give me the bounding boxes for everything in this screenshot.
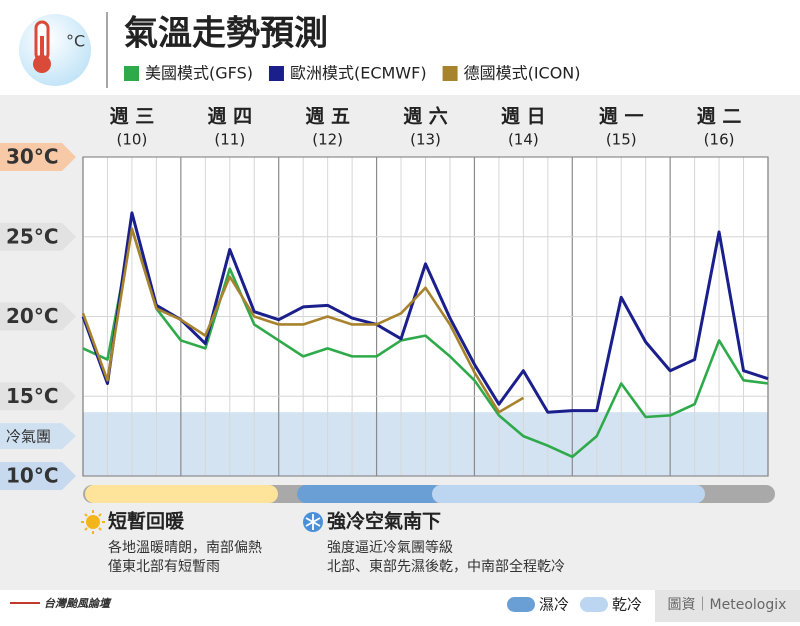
brand: 台灣颱風論壇 [44,597,112,610]
cold-band-tag [0,423,76,450]
day-name: 週 六 [403,105,448,128]
day-date: (16) [704,131,735,149]
legend-label: 德國模式(ICON) [464,64,581,83]
day-name: 週 日 [501,106,546,128]
legend-swatch [507,597,535,612]
series-line [82,227,769,459]
day-date: (15) [606,131,637,149]
day-name: 週 一 [599,106,644,128]
y-tick-tag [0,302,76,331]
source-box [655,590,800,622]
series-line [81,227,525,414]
day-name: 週 四 [207,106,252,128]
legend-label: 濕冷 [539,596,569,614]
y-tick-tag [0,382,76,411]
legend: 美國模式(GFS) 歐洲模式(ECMWF) 德國模式(ICON) [124,64,581,83]
day-date: (14) [508,131,539,149]
legend-label: 美國模式(GFS) [145,64,253,83]
legend-swatch [580,597,608,612]
legend-swatch [442,66,458,81]
legend-swatch [124,66,139,81]
sun-icon [81,510,105,534]
day-name: 週 三 [110,106,155,128]
svg-text:°C: °C [66,32,85,51]
legend-swatch [268,66,284,81]
note-heading: 短暫回暖 [108,510,185,533]
note-line: 各地溫暖晴朗，南部偏熱 [108,540,262,556]
chart-title: 氣溫走勢預測 [124,14,328,54]
y-tick-label: 10°C [6,464,59,488]
thermometer-icon: °C [19,14,91,86]
y-tick-tag [0,462,76,490]
day-date: (12) [312,131,343,149]
note-line: 僅東北部有短暫雨 [108,559,220,575]
phase-bar [83,485,775,503]
snow-icon [303,512,323,532]
source: 圖資｜Meteologix [668,597,787,613]
legend-label: 乾冷 [612,596,642,614]
y-tick-label: 25°C [6,224,59,248]
y-tick-label: 20°C [6,304,59,328]
day-date: (10) [117,131,148,149]
note-line: 北部、東部先濕後乾，中南部全程乾冷 [327,558,565,575]
note-heading: 強冷空氣南下 [327,510,441,533]
day-name: 週 二 [697,106,742,128]
day-date: (13) [410,131,441,149]
series-line [81,211,769,414]
y-tick-label: 30°C [6,145,59,169]
plot-area: 10°C 15°C 20°C 25°C 30°C 冷氣團 週 三 (10) 週 四 (11) 週 五… [0,105,769,490]
y-tick-tag [0,143,76,171]
y-tick-label: 15°C [6,384,59,408]
y-tick-tag [0,222,76,251]
note-line: 強度逼近冷氣團等級 [327,539,453,556]
legend-label: 歐洲模式(ECMWF) [290,64,427,83]
cold-band-label: 冷氣團 [6,428,51,446]
day-name: 週 五 [305,106,350,128]
day-date: (11) [214,131,245,149]
